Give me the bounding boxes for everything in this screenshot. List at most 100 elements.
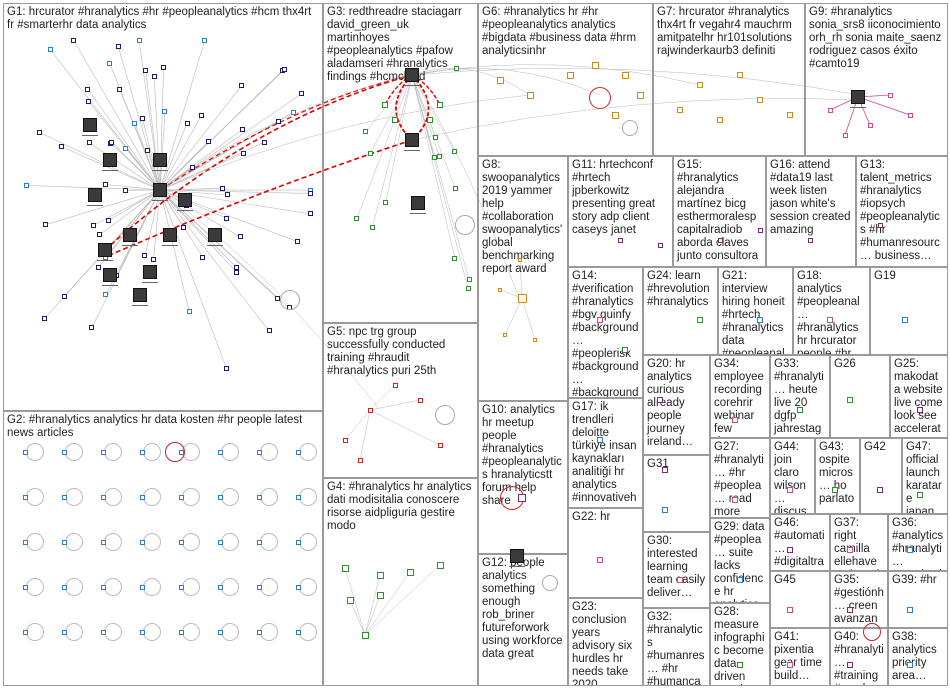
group-g24-label: G24: learn #hrevolution #hranalytics [647,270,713,308]
group-g17: G17: ik trendleri deloitte türkiye insan… [568,398,643,508]
g1-node [61,293,67,299]
g5-edge [359,409,371,461]
group-g20-label: G20: hr analytics curious already people… [647,358,695,448]
g2-node [217,539,223,545]
g1-edge [87,89,161,191]
g3-node [431,154,437,160]
g1-edge [159,189,270,332]
g3-edge [411,74,440,157]
g1-node [42,316,48,322]
g4-node [346,596,354,604]
g2-node [61,629,67,635]
group-g1-label: G1: hrcurator #hranalytics #hr #peoplean… [7,6,315,31]
group-g44-label: G44: join claro wilson… discus… [774,441,807,514]
g1-edge [159,189,311,194]
g1-edge [99,189,161,235]
group-g37: G37: right camilla ellehave rockwool… [830,514,888,571]
g1-node [115,43,121,49]
group-g25-label: G25: makodata website live come look see… [894,358,943,437]
g1-edge [159,123,188,191]
group-g22: G22: hr [568,508,643,598]
group-g38-label: G38: analytics priority area… [892,631,937,682]
small-group-node [907,607,913,613]
group-g31-label: G31 [647,458,669,470]
g4-node [361,631,369,639]
group-g35: G35: #gestiónh… creen avanzan… [830,571,888,628]
group-g10: G10: analytics hr meetup people #hranaly… [478,401,568,554]
g1-node [200,254,206,260]
group-g33: G33: #hranalyti… heute live 20 dgfp jahr… [770,355,830,438]
g1-node [105,218,111,224]
g2-node [139,494,145,500]
g1-node [262,139,268,145]
group-g4-label: G4: #hranalytics hr analytics dati modis… [327,481,475,532]
group-g5: G5: npc trg group successfully conducted… [323,323,478,478]
group-g15-label: G15: #hranalytics alejandra martínez bic… [677,159,760,262]
small-group-node [662,467,668,473]
group-g14-label: G14: #verification #hranalytics #bgv qui… [572,270,639,398]
g3-node [452,186,458,192]
g1-node [86,99,92,105]
g3-node [436,154,442,159]
node-label-line [142,282,158,283]
group-g26: G26 [830,355,890,438]
g2-node [61,584,67,590]
g2-node [139,449,145,455]
g7-node [677,107,683,113]
g2-self-loop [221,443,239,461]
group-g21-label: G21: interview hiring honeit #hrtech #hr… [722,270,785,355]
g1-edge [159,67,164,191]
small-group-node [757,317,763,323]
small-group-node [737,662,743,668]
g2-self-loop [26,578,44,596]
small-group-node [657,397,663,403]
cross-edge [411,68,861,96]
cross-edge [159,189,381,411]
g2-self-loop [221,488,239,506]
group-g22-label: G22: hr [572,511,611,523]
small-group-node [847,397,853,403]
g6-highlight-loop [589,87,611,109]
group-g6: G6: #hranalytics hr #hr #peopleanalytics… [478,3,653,156]
g1-edge [159,141,209,191]
g2-node [61,494,67,500]
g1-user-avatar [143,265,157,279]
g1-edge [26,185,161,191]
g2-node [22,449,28,455]
g1-node [186,309,192,315]
g2-self-loop [104,443,122,461]
g1-edge [159,189,228,196]
g4-edge [364,594,381,636]
g1-node [90,222,96,228]
g2-node [256,629,262,635]
g3-node [453,66,459,72]
g1-edge [38,131,161,191]
group-g13: G13: talent_metrics #hranalytics #iopsyc… [856,156,948,267]
group-g30: G30: interested learning team easily del… [643,532,710,608]
g4-edge [344,567,366,636]
small-group-node [787,487,793,493]
group-g16: G16: attend #data19 last week listen jas… [766,156,856,267]
g8-node [503,333,507,337]
g2-node [256,494,262,500]
g3-edge [370,74,413,154]
g2-self-loop [65,488,83,506]
g2-node [178,584,184,590]
g2-self-loop [65,578,83,596]
small-group-node [657,242,663,248]
g2-node [100,584,106,590]
g9-node [907,112,913,118]
g1-node [71,37,77,43]
group-g26-label: G26 [834,358,856,370]
g2-node [256,449,262,455]
small-group-node [662,507,668,513]
g7-node [717,117,723,123]
g8-node [533,338,537,342]
small-group-node [787,607,793,613]
g1-node [181,225,187,231]
g2-node [295,494,301,500]
g2-self-loop [221,533,239,551]
small-group-node [797,407,803,413]
g7-node [757,97,763,103]
g2-self-loop [299,488,317,506]
